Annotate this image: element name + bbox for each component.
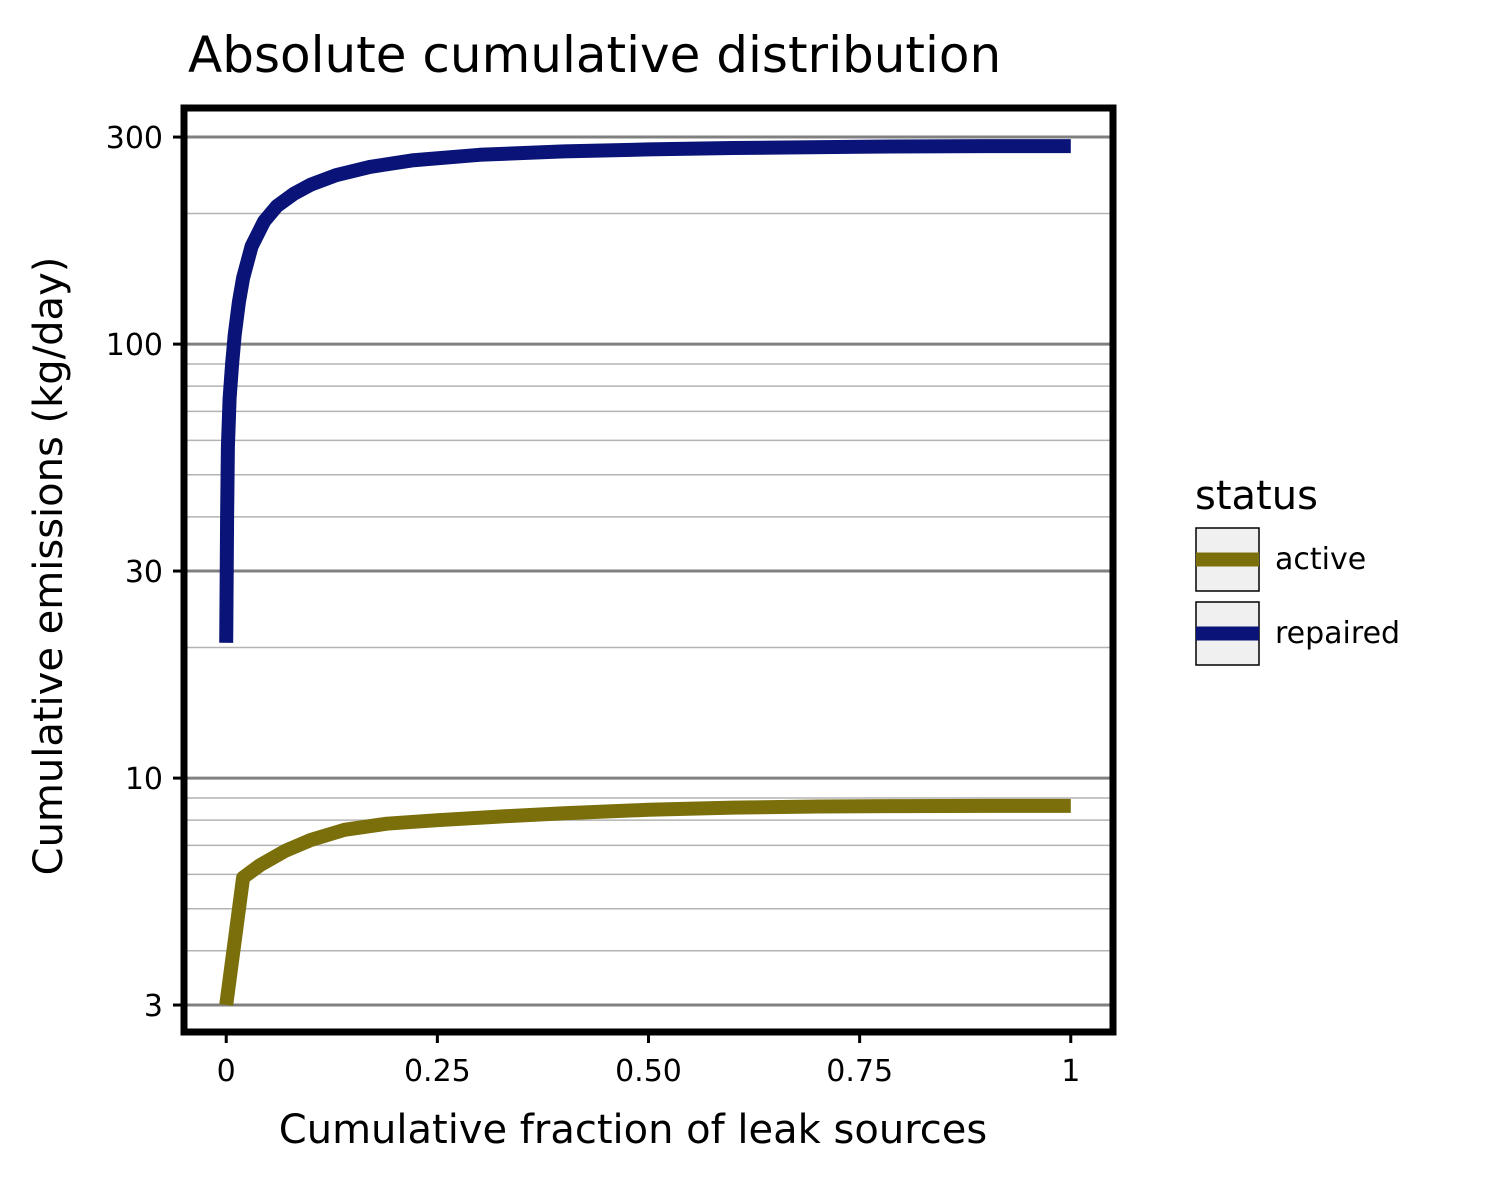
- series-line-active: [219, 798, 1071, 1006]
- x-tick-label: 0.75: [826, 1054, 893, 1089]
- x-tick-label: 0: [217, 1054, 236, 1089]
- x-tick-label: 1: [1061, 1054, 1080, 1089]
- x-tick-label: 0.50: [615, 1054, 682, 1089]
- y-axis-title: Cumulative emissions (kg/day): [26, 257, 72, 876]
- y-tick-label: 30: [125, 555, 163, 590]
- chart-title: Absolute cumulative distribution: [188, 26, 1001, 84]
- legend-label-active: active: [1275, 542, 1366, 577]
- x-axis-title: Cumulative fraction of leak sources: [279, 1107, 987, 1153]
- y-axis: 3 10 30 100 300: [106, 121, 181, 1024]
- plot-frame: [180, 104, 1117, 1036]
- y-tick-label: 300: [106, 121, 163, 156]
- y-tick-label: 100: [106, 328, 163, 363]
- y-tick-label: 10: [125, 762, 163, 797]
- x-axis: 0 0.25 0.50 0.75 1: [217, 1035, 1080, 1089]
- y-tick-label: 3: [144, 989, 163, 1024]
- legend-title: status: [1195, 473, 1318, 519]
- grid-lines: [184, 135, 1113, 1007]
- legend-label-repaired: repaired: [1275, 616, 1400, 651]
- legend: status active repaired: [1195, 473, 1400, 666]
- series-lines: [219, 139, 1071, 1006]
- x-tick-label: 0.25: [404, 1054, 471, 1089]
- series-line-repaired: [219, 139, 1071, 643]
